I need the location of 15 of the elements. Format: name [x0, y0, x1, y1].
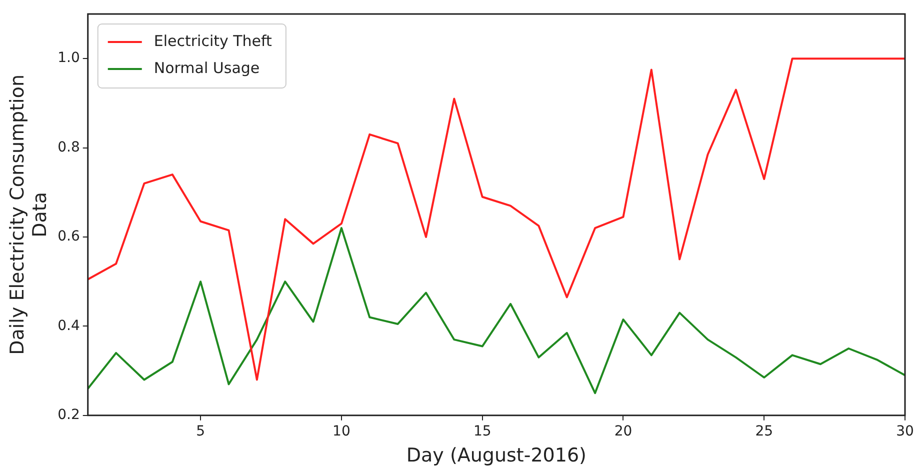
y-tick-label: 0.2 — [58, 407, 80, 424]
x-tick-label: 5 — [196, 423, 206, 440]
y-tick-label: 0.4 — [58, 318, 80, 334]
x-axis-title: Day (August-2016) — [406, 444, 586, 467]
y-tick-label: 0.8 — [58, 139, 80, 156]
x-tick-label: 30 — [896, 423, 914, 440]
legend-label: Electricity Theft — [154, 32, 272, 50]
y-tick-label: 0.6 — [58, 228, 80, 245]
y-tick-label: 1.0 — [58, 50, 80, 66]
x-tick-label: 15 — [473, 423, 492, 440]
y-axis-title: Daily Electricity Consumption Data — [6, 74, 52, 355]
x-tick-label: 10 — [332, 423, 350, 440]
x-tick-label: 20 — [614, 423, 632, 440]
legend-label: Normal Usage — [154, 58, 260, 77]
x-tick-label: 25 — [755, 423, 774, 440]
